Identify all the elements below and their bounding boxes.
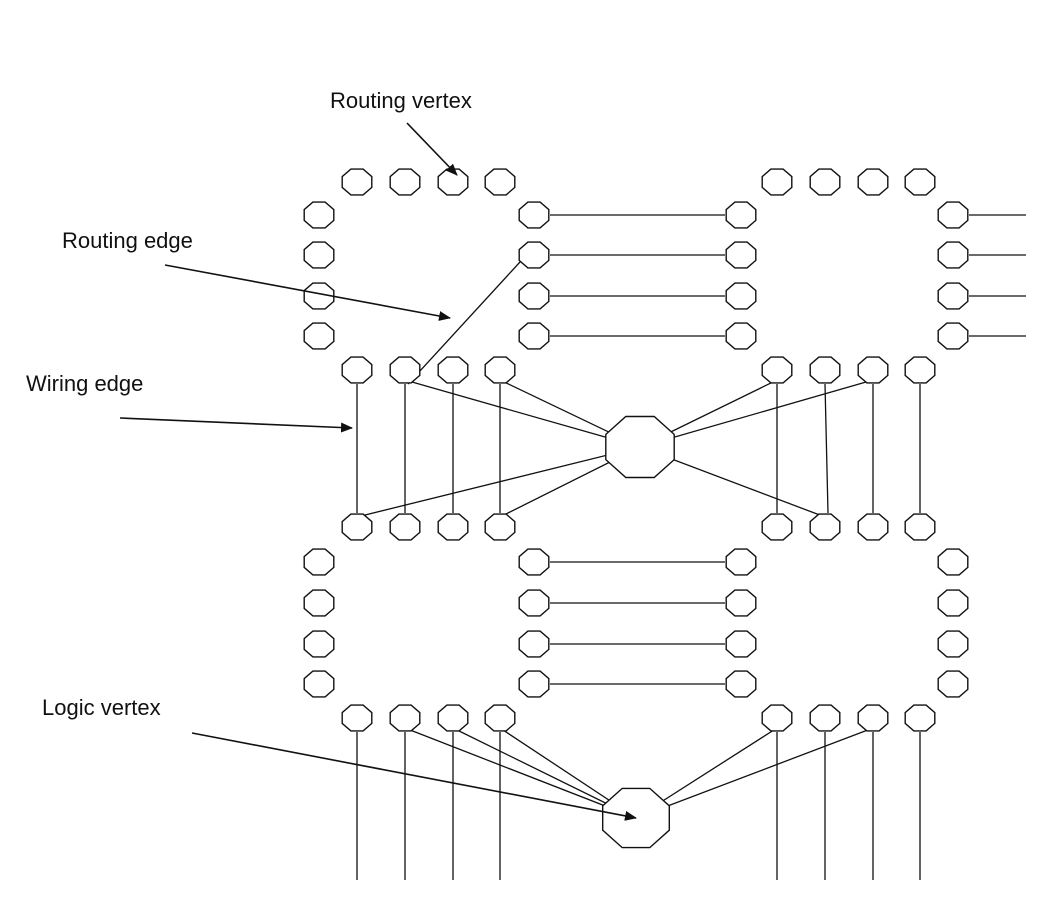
- routing-vertex: [725, 201, 757, 229]
- routing-vertex: [518, 201, 550, 229]
- routing-vertex: [904, 168, 936, 196]
- routing-vertex: [518, 670, 550, 698]
- routing-vertex: [303, 548, 335, 576]
- routing-vertex: [725, 670, 757, 698]
- routing-vertex: [484, 513, 516, 541]
- routing-vertex: [937, 589, 969, 617]
- routing-vertex-arrow: [406, 122, 458, 176]
- routing-vertex: [303, 589, 335, 617]
- routing-vertex: [341, 356, 373, 384]
- annotation-logic-vertex: Logic vertex: [42, 695, 637, 821]
- wiring-edge-label: Wiring edge: [26, 371, 143, 396]
- routing-vertex: [389, 513, 421, 541]
- routing-vertex: [761, 513, 793, 541]
- routing-vertex-label: Routing vertex: [330, 88, 472, 113]
- routing-vertex: [937, 548, 969, 576]
- routing-vertex: [303, 241, 335, 269]
- routing-vertex: [725, 322, 757, 350]
- logic-connection-edge: [404, 379, 641, 448]
- routing-vertex: [303, 201, 335, 229]
- routing-vertex: [518, 589, 550, 617]
- routing-vertex: [518, 548, 550, 576]
- routing-vertex: [937, 630, 969, 658]
- routing-vertex: [518, 241, 550, 269]
- routing-edge-label: Routing edge: [62, 228, 193, 253]
- routing-vertex: [857, 168, 889, 196]
- routing-vertex: [725, 282, 757, 310]
- routing-vertex: [518, 630, 550, 658]
- routing-vertex: [937, 670, 969, 698]
- routing-vertex: [937, 282, 969, 310]
- logic-connection-edge: [404, 727, 637, 819]
- routing-edge: [407, 261, 521, 385]
- routing-vertex: [484, 168, 516, 196]
- routing-vertex: [303, 670, 335, 698]
- routing-vertex: [303, 630, 335, 658]
- routing-vertex: [937, 241, 969, 269]
- logic-vertex-arrow: [191, 732, 637, 821]
- routing-vertex: [341, 168, 373, 196]
- routing-vertex: [761, 704, 793, 732]
- logic-vertex-label: Logic vertex: [42, 695, 161, 720]
- logic-connection-edge: [639, 379, 874, 448]
- routing-vertex: [437, 704, 469, 732]
- logic-vertex: [605, 415, 675, 479]
- routing-vertex: [341, 513, 373, 541]
- routing-vertex: [857, 704, 889, 732]
- routing-vertex: [809, 356, 841, 384]
- routing-vertex: [341, 704, 373, 732]
- vertices-layer: [303, 168, 969, 849]
- annotation-wiring-edge: Wiring edge: [26, 371, 353, 433]
- routing-vertex: [725, 548, 757, 576]
- wiring-edge-arrow: [119, 417, 353, 433]
- routing-vertex: [857, 356, 889, 384]
- wiring-edge: [824, 383, 829, 514]
- routing-vertex: [904, 356, 936, 384]
- routing-edge-arrow: [164, 264, 451, 321]
- routing-vertex: [725, 241, 757, 269]
- routing-vertex: [904, 513, 936, 541]
- routing-vertex: [761, 168, 793, 196]
- logic-connection-edge: [356, 446, 641, 518]
- routing-vertex: [484, 704, 516, 732]
- routing-vertex: [518, 282, 550, 310]
- annotation-routing-edge: Routing edge: [62, 228, 451, 321]
- routing-vertex: [437, 168, 469, 196]
- routing-vertex: [437, 513, 469, 541]
- routing-vertex: [809, 704, 841, 732]
- routing-vertex: [725, 630, 757, 658]
- routing-vertex: [809, 513, 841, 541]
- routing-vertex: [937, 201, 969, 229]
- routing-vertex: [303, 322, 335, 350]
- edges-layer: [356, 214, 1026, 880]
- routing-vertex: [857, 513, 889, 541]
- routing-vertex: [484, 356, 516, 384]
- routing-vertex: [761, 356, 793, 384]
- routing-vertex: [389, 356, 421, 384]
- routing-vertex: [809, 168, 841, 196]
- routing-vertex: [389, 168, 421, 196]
- routing-vertex: [937, 322, 969, 350]
- routing-vertex: [437, 356, 469, 384]
- routing-vertex: [725, 589, 757, 617]
- annotation-routing-vertex: Routing vertex: [330, 88, 472, 176]
- routing-vertex: [904, 704, 936, 732]
- logic-connection-edge: [635, 727, 874, 819]
- routing-vertex: [518, 322, 550, 350]
- routing-vertex: [389, 704, 421, 732]
